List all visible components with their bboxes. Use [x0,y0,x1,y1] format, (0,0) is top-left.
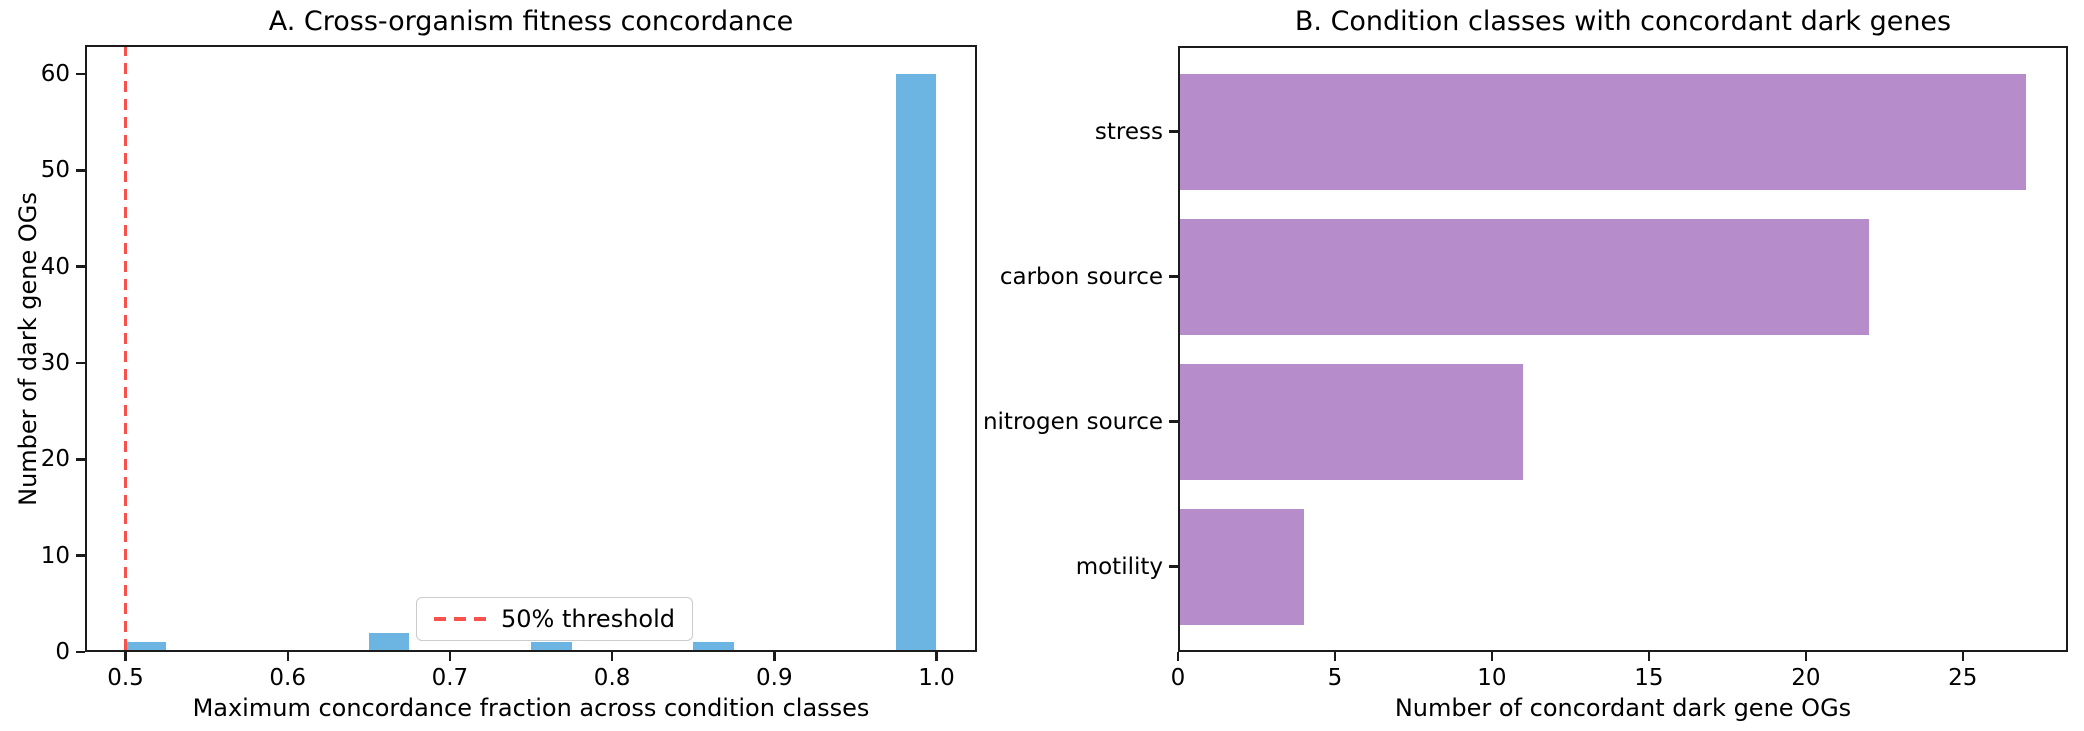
y-tick-label: 30 [40,350,70,376]
y-tick-mark [76,650,85,654]
x-tick-label: 25 [1948,665,1978,691]
threshold-line [124,45,127,652]
y-tick-mark [1169,130,1178,133]
x-tick-label: 0.9 [756,665,793,691]
category-bar [1178,508,1304,625]
y-tick-mark [1169,275,1178,278]
panel-a-y-axis-label: Number of dark gene OGs [14,192,42,506]
y-tick-label: 10 [40,542,70,569]
x-tick-mark [286,652,289,661]
category-label: stress [1094,118,1163,145]
x-tick-mark [1176,652,1180,661]
panel-a-axes-frame [85,45,977,652]
x-tick-mark [1647,652,1651,661]
category-label: carbon source [999,263,1163,290]
x-tick-label: 15 [1634,665,1664,691]
histogram-bar [531,642,572,652]
x-tick-mark [935,652,938,661]
y-tick-mark [1169,565,1178,568]
x-tick-label: 0.6 [269,665,306,691]
y-tick-label: 40 [40,253,70,280]
panel-b-x-axis-label: Number of concordant dark gene OGs [1394,694,1852,722]
histogram-bar [693,642,734,652]
x-tick-mark [1804,652,1808,661]
x-tick-mark [1961,652,1965,661]
legend-dashed-line-sample [434,617,486,621]
x-tick-mark [448,652,452,661]
histogram-bar [125,642,166,652]
panel-b-title: B. Condition classes with concordant dar… [1294,6,1952,37]
y-tick-label: 20 [40,446,70,473]
x-tick-label: 5 [1327,665,1343,691]
x-tick-mark [773,652,776,661]
histogram-bar [368,632,410,652]
x-tick-label: 0.7 [431,665,469,691]
panel-a-x-axis-label: Maximum concordance fraction across cond… [192,694,870,722]
x-tick-label: 20 [1791,665,1821,691]
x-tick-mark [610,652,614,661]
x-tick-mark [1333,652,1337,661]
y-tick-mark [76,458,85,461]
y-tick-mark [76,72,85,76]
x-tick-label: 1.0 [918,665,955,691]
legend-box: 50% threshold [416,597,693,641]
y-tick-label: 0 [55,639,70,665]
category-bar [1178,363,1524,480]
x-tick-label: 0.8 [593,665,631,691]
panel-b-plot-area: stress carbon source nitrogen source motili… [983,46,2068,690]
category-label: nitrogen source [982,408,1163,435]
x-tick-label: 0 [1170,665,1186,691]
y-tick-label: 50 [40,157,70,184]
y-tick-mark [76,554,85,557]
category-bar [1178,218,1869,335]
panel-a-title: A. Cross-organism fitness concordance [268,6,794,37]
histogram-bar [895,73,937,652]
y-tick-label: 60 [40,60,70,87]
y-tick-mark [1169,420,1178,423]
panel-a-plot-area: 50% threshold 0.5 0.6 0.7 0.8 0.9 1.0 0 10 20 30 4… [41,45,977,690]
x-tick-mark [124,652,127,661]
category-label: motility [1075,553,1163,580]
y-tick-mark [76,361,85,365]
legend-label: 50% threshold [501,605,675,633]
y-tick-mark [76,265,85,268]
category-bar [1178,73,2026,190]
x-tick-label: 10 [1477,665,1507,691]
x-tick-label: 0.5 [107,665,144,691]
x-tick-mark [1490,652,1494,661]
y-tick-mark [76,169,85,172]
